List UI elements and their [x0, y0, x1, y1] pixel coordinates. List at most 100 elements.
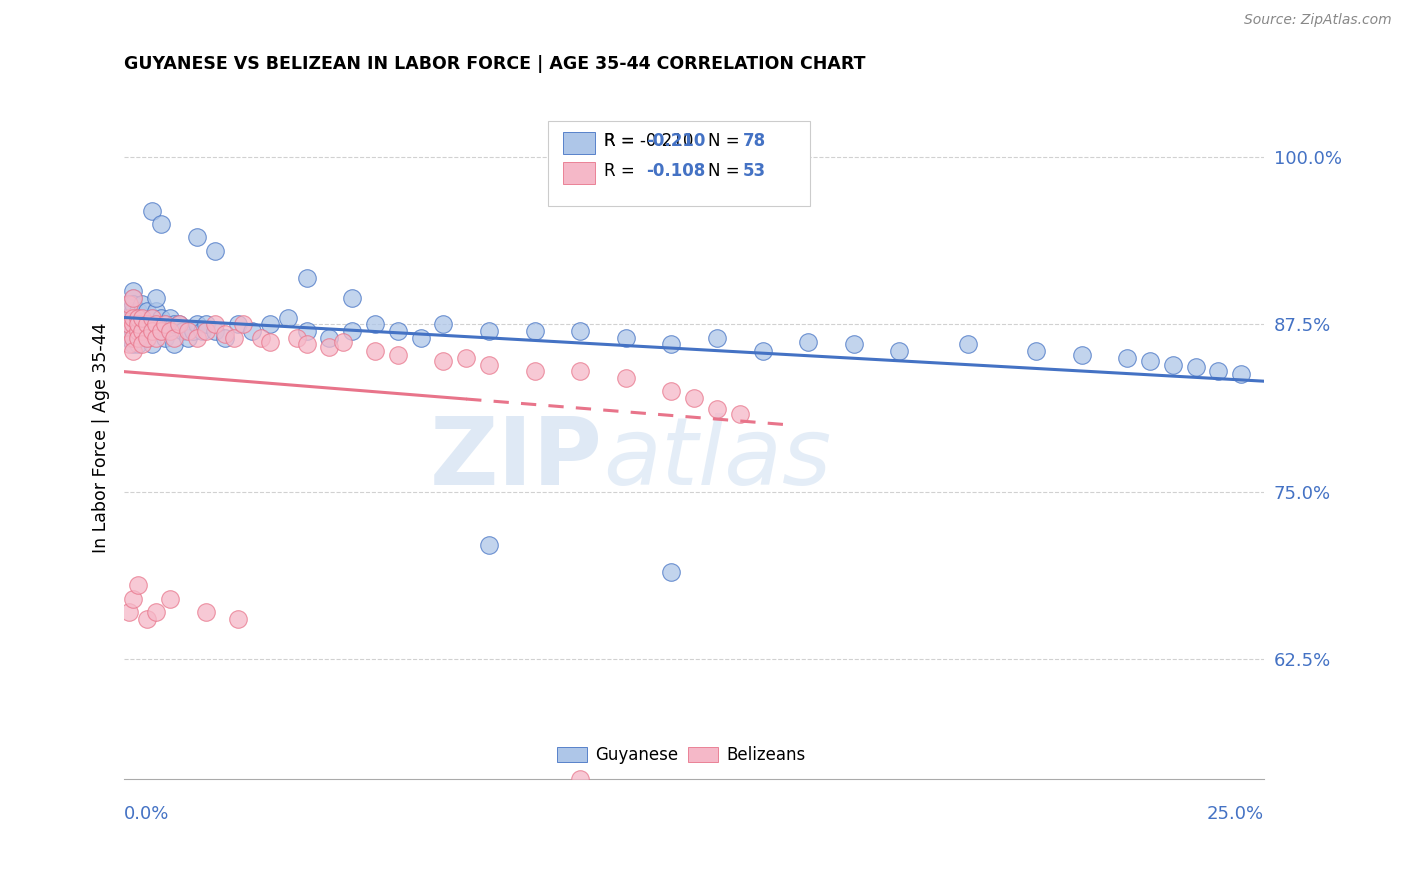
Text: 0.0%: 0.0% [124, 805, 170, 823]
Point [163, 331, 186, 345]
Point [797, 334, 820, 349]
Point [340, 291, 363, 305]
Point [186, 318, 208, 332]
Point [614, 331, 637, 345]
Point [127, 578, 149, 592]
Point [118, 318, 141, 332]
Point [456, 351, 478, 365]
Point [141, 203, 163, 218]
FancyBboxPatch shape [557, 747, 586, 763]
FancyBboxPatch shape [548, 120, 810, 206]
Point [136, 331, 159, 345]
Text: R =: R = [605, 132, 640, 150]
Point [141, 324, 163, 338]
Point [1230, 367, 1253, 381]
Point [1116, 351, 1139, 365]
Point [136, 318, 159, 332]
Point [478, 538, 501, 552]
Point [232, 318, 254, 332]
Point [118, 324, 141, 338]
Text: Belizeans: Belizeans [725, 746, 806, 764]
Point [149, 217, 172, 231]
Point [127, 310, 149, 325]
Point [1161, 358, 1184, 372]
Point [167, 318, 190, 332]
Y-axis label: In Labor Force | Age 35-44: In Labor Force | Age 35-44 [93, 323, 110, 553]
Point [149, 310, 172, 325]
Point [118, 304, 141, 318]
Point [127, 318, 149, 332]
Text: N =: N = [707, 162, 745, 180]
Point [387, 348, 409, 362]
Point [214, 331, 236, 345]
Point [751, 344, 773, 359]
Point [127, 337, 149, 351]
Point [1139, 353, 1161, 368]
Point [659, 384, 682, 399]
Point [118, 337, 141, 351]
Point [122, 284, 145, 298]
Point [145, 605, 167, 619]
Point [659, 565, 682, 579]
Text: 53: 53 [744, 162, 766, 180]
Point [131, 310, 153, 325]
Point [122, 344, 145, 359]
Point [186, 230, 208, 244]
Point [155, 318, 177, 332]
Point [122, 324, 145, 338]
Point [569, 772, 592, 787]
Point [226, 612, 249, 626]
Point [145, 304, 167, 318]
FancyBboxPatch shape [689, 747, 718, 763]
Point [706, 331, 728, 345]
Text: 78: 78 [744, 132, 766, 150]
Point [118, 310, 141, 325]
Point [432, 318, 454, 332]
Point [889, 344, 911, 359]
Point [614, 371, 637, 385]
Point [159, 324, 181, 338]
Text: Source: ZipAtlas.com: Source: ZipAtlas.com [1244, 13, 1392, 28]
Text: R =: R = [605, 162, 640, 180]
Point [127, 310, 149, 325]
Point [173, 324, 195, 338]
Point [318, 331, 340, 345]
Text: N =: N = [707, 132, 745, 150]
Point [122, 318, 145, 332]
Point [259, 334, 281, 349]
Point [122, 304, 145, 318]
Point [277, 310, 299, 325]
Point [167, 318, 190, 332]
Point [141, 324, 163, 338]
Point [127, 324, 149, 338]
Point [141, 310, 163, 325]
Point [478, 324, 501, 338]
Point [131, 324, 153, 338]
Point [409, 331, 432, 345]
Point [259, 318, 281, 332]
Point [842, 337, 865, 351]
Point [163, 318, 186, 332]
Point [659, 337, 682, 351]
Point [295, 270, 318, 285]
Text: GUYANESE VS BELIZEAN IN LABOR FORCE | AGE 35-44 CORRELATION CHART: GUYANESE VS BELIZEAN IN LABOR FORCE | AG… [124, 55, 866, 73]
Point [136, 612, 159, 626]
Point [127, 318, 149, 332]
Point [332, 334, 354, 349]
Text: Guyanese: Guyanese [595, 746, 678, 764]
Point [159, 310, 181, 325]
Text: R = -0.210: R = -0.210 [605, 132, 693, 150]
Point [295, 337, 318, 351]
Text: atlas: atlas [603, 413, 831, 504]
Point [240, 324, 263, 338]
Point [127, 304, 149, 318]
Point [569, 364, 592, 378]
Point [177, 331, 200, 345]
Point [145, 291, 167, 305]
Point [706, 401, 728, 416]
Point [131, 337, 153, 351]
Text: -0.108: -0.108 [647, 162, 706, 180]
Point [163, 337, 186, 351]
Point [250, 331, 273, 345]
Point [1070, 348, 1092, 362]
